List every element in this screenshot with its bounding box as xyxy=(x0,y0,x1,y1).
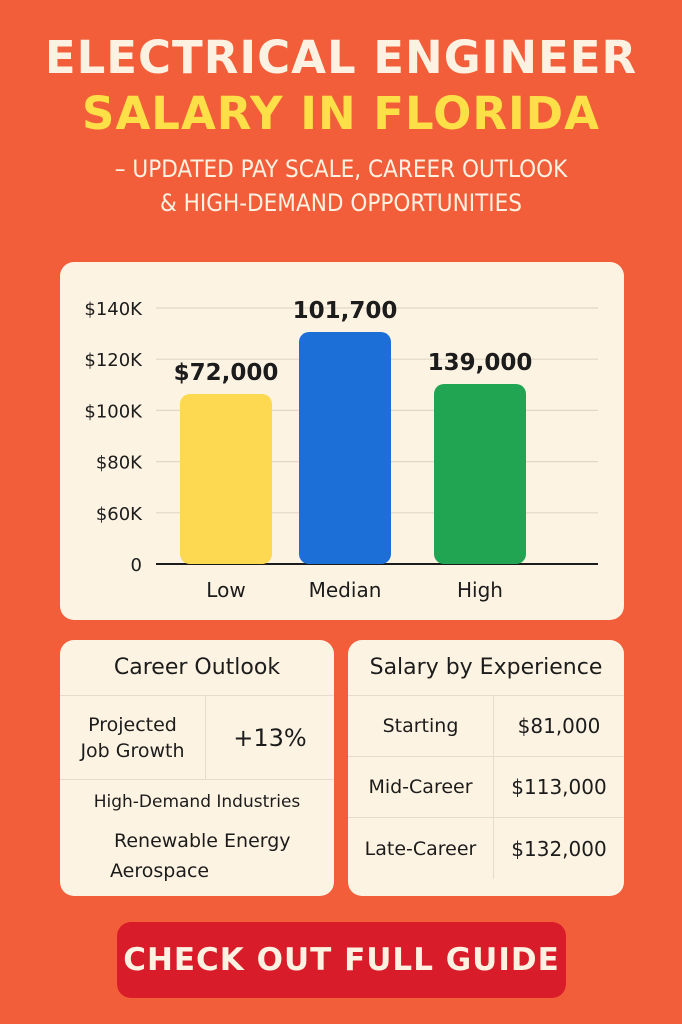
experience-row: Late-Career $132,000 xyxy=(348,818,624,879)
x-tick-label: Median xyxy=(309,578,382,602)
growth-label-line-2: Job Growth xyxy=(80,739,185,762)
experience-label: Mid-Career xyxy=(348,757,494,817)
bar xyxy=(434,384,526,564)
experience-salary: $113,000 xyxy=(511,775,607,799)
projected-job-growth-value: +13% xyxy=(206,696,334,780)
industry-item: Aerospace xyxy=(110,860,210,882)
industry-item: Renewable Energy xyxy=(114,830,291,852)
subtitle-line-2: & HIGH-DEMAND OPPORTUNITIES xyxy=(159,189,523,217)
y-tick-label: 0 xyxy=(131,555,142,576)
x-tick-label: High xyxy=(457,578,503,602)
y-tick-label: $100K xyxy=(84,401,143,422)
salary-bar-chart: 0 $60K $80K $100K $120K $140K $72,000 Low 101,70… xyxy=(84,298,598,602)
y-tick-label: $120K xyxy=(84,350,143,371)
data-label: $72,000 xyxy=(174,360,279,386)
salary-by-experience-card: Salary by Experience Starting $81,000 Mi… xyxy=(348,640,624,896)
experience-label: Starting xyxy=(348,696,494,756)
y-tick-label: $60K xyxy=(96,504,143,525)
subtitle-line-1: – UPDATED PAY SCALE, CAREER OUTLOOK xyxy=(114,155,568,183)
projected-job-growth-label: Projected Job Growth xyxy=(60,696,206,780)
data-label: 101,700 xyxy=(293,298,398,324)
y-tick-label: $80K xyxy=(96,453,143,474)
bar xyxy=(299,332,391,564)
high-demand-industries-title: High-Demand Industries xyxy=(93,792,301,812)
title-line-2: SALARY IN FLORIDA xyxy=(82,87,600,140)
bar xyxy=(180,394,272,564)
experience-row: Starting $81,000 xyxy=(348,696,624,757)
experience-salary: $81,000 xyxy=(517,714,601,738)
salary-by-experience-title: Salary by Experience xyxy=(348,640,624,696)
experience-row: Mid-Career $113,000 xyxy=(348,757,624,818)
header: ELECTRICAL ENGINEER SALARY IN FLORIDA – … xyxy=(0,30,682,220)
data-label: 139,000 xyxy=(428,350,533,376)
growth-label-line-1: Projected xyxy=(88,713,177,736)
career-outlook-card: Career Outlook Projected Job Growth +13%… xyxy=(60,640,334,896)
check-out-full-guide-button[interactable]: CHECK OUT FULL GUIDE xyxy=(117,922,566,998)
experience-salary: $132,000 xyxy=(511,836,607,861)
x-tick-label: Low xyxy=(206,578,245,602)
y-tick-label: $140K xyxy=(84,299,143,320)
subtitle: – UPDATED PAY SCALE, CAREER OUTLOOK & HI… xyxy=(0,152,682,220)
experience-label: Late-Career xyxy=(348,818,494,879)
title-line-1: ELECTRICAL ENGINEER xyxy=(44,31,638,84)
salary-chart-card: 0 $60K $80K $100K $120K $140K $72,000 Low 101,70… xyxy=(60,262,624,620)
career-outlook-title: Career Outlook xyxy=(60,640,334,696)
